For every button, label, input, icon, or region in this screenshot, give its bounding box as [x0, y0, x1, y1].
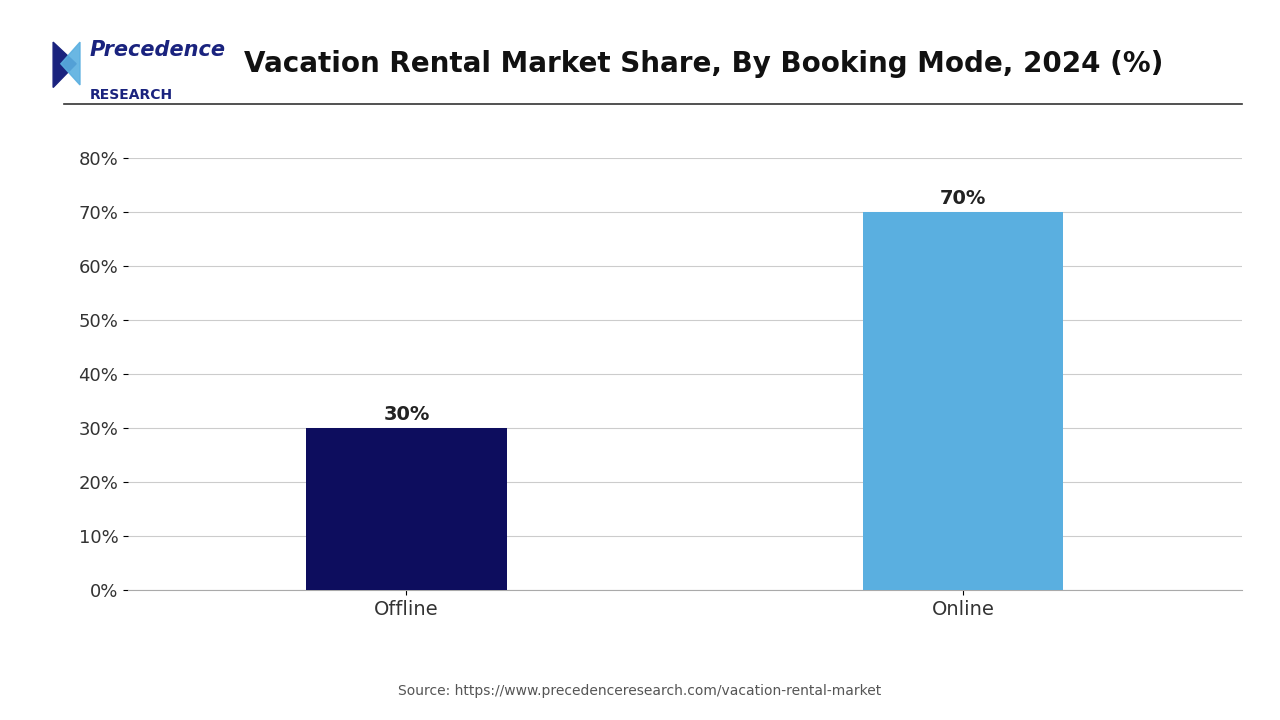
Text: Source: https://www.precedenceresearch.com/vacation-rental-market: Source: https://www.precedenceresearch.c… — [398, 685, 882, 698]
Text: 70%: 70% — [940, 189, 987, 208]
Text: Vacation Rental Market Share, By Booking Mode, 2024 (%): Vacation Rental Market Share, By Booking… — [244, 50, 1164, 78]
Bar — [306, 428, 507, 590]
Text: RESEARCH: RESEARCH — [90, 88, 173, 102]
Polygon shape — [61, 42, 79, 85]
Bar — [863, 212, 1064, 590]
Text: Precedence: Precedence — [90, 40, 225, 60]
Text: 30%: 30% — [383, 405, 430, 424]
Polygon shape — [54, 42, 77, 87]
